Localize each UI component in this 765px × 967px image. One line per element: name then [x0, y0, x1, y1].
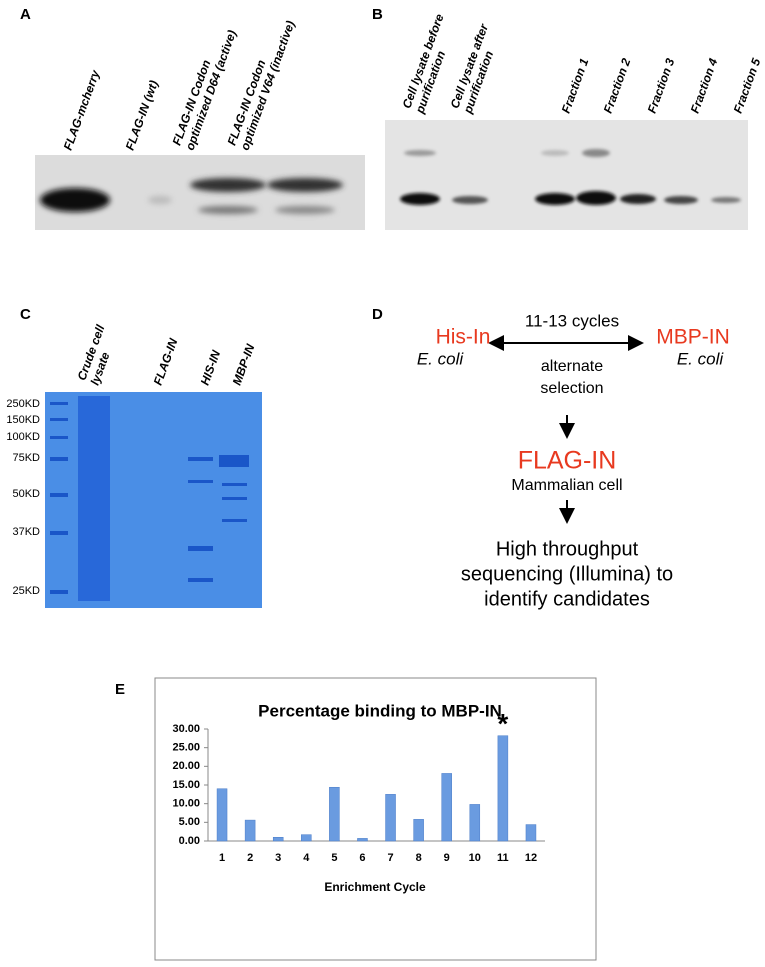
bar: [216, 788, 228, 842]
lane-label: Fraction 2: [601, 56, 634, 115]
x-tick-label: 5: [331, 852, 337, 864]
x-tick-label: 11: [497, 852, 509, 864]
lane-label: MBP-IN: [230, 342, 258, 387]
host: Mammalian cell: [511, 477, 622, 494]
y-tick-label: 15.00: [172, 779, 200, 791]
x-tick-label: 8: [416, 852, 422, 864]
y-tick-label: 20.00: [172, 760, 200, 772]
lane-label: FLAG-mcherry: [61, 67, 103, 152]
panel-label: C: [20, 306, 31, 323]
panel-label: D: [372, 306, 383, 323]
blot-a: [35, 155, 365, 230]
result: identify candidates: [484, 588, 650, 610]
x-tick-label: 2: [247, 852, 253, 864]
lane-label-line: FLAG-IN (wt): [123, 78, 161, 152]
bar: [301, 834, 312, 842]
marker-label: 25KD: [12, 585, 40, 597]
x-tick-label: 12: [525, 852, 537, 864]
bar: [441, 773, 452, 842]
bar: [497, 735, 509, 842]
protein: FLAG-IN: [518, 447, 617, 475]
lane-label: Fraction 5: [731, 56, 764, 115]
x-tick-label: 1: [219, 852, 225, 864]
bar: [357, 838, 368, 842]
x-tick-label: 4: [303, 852, 310, 864]
result: sequencing (Illumina) to: [461, 563, 673, 585]
panel-label: A: [20, 6, 31, 23]
x-axis-label: Enrichment Cycle: [324, 880, 426, 894]
lane-label-line: HIS-IN: [198, 348, 224, 387]
y-tick-label: 30.00: [172, 723, 200, 735]
y-tick-label: 5.00: [179, 816, 200, 828]
bar: [244, 819, 256, 842]
result: High throughput: [496, 538, 639, 560]
diagram-arrows: [488, 335, 644, 524]
y-tick-label: 10.00: [172, 798, 200, 810]
annotation: *: [497, 708, 508, 739]
lane-label-line: Fraction 4: [688, 56, 721, 115]
lane-label: FLAG-IN (wt): [123, 78, 161, 152]
x-tick-label: 10: [469, 852, 481, 864]
gel-c: [45, 392, 262, 608]
chart-frame: [154, 677, 597, 961]
panel-label: E: [115, 681, 125, 698]
host: E. coli: [417, 349, 465, 368]
bar: [272, 837, 284, 842]
protein: His-In: [436, 326, 491, 349]
lane-label-line: Fraction 1: [559, 56, 592, 115]
lane-label-line: Fraction 3: [645, 56, 678, 115]
lane-label: Fraction 4: [688, 56, 721, 115]
lane-label-line: Fraction 2: [601, 56, 634, 115]
marker-label: 37KD: [12, 526, 40, 538]
marker-label: 75KD: [12, 452, 40, 464]
chart-title: Percentage binding to MBP-IN: [258, 701, 502, 720]
marker-label: 250KD: [6, 398, 40, 410]
marker-label: 50KD: [12, 488, 40, 500]
lane-label-line: FLAG-mcherry: [61, 67, 103, 152]
note: selection: [540, 380, 603, 397]
protein: 11-13 cycles: [525, 311, 619, 330]
x-tick-label: 3: [275, 852, 281, 864]
bar: [385, 794, 396, 842]
panel-label: B: [372, 6, 383, 23]
marker-label: 150KD: [6, 414, 40, 426]
y-tick-label: 25.00: [172, 742, 200, 754]
note: alternate: [541, 358, 603, 375]
bar: [413, 819, 424, 842]
blot-b: [385, 120, 748, 230]
x-tick-label: 7: [387, 852, 393, 864]
host: E. coli: [677, 349, 725, 368]
x-tick-label: 9: [444, 852, 450, 864]
lane-label: Fraction 1: [559, 56, 592, 115]
marker-label: 100KD: [6, 431, 40, 443]
lane-label-line: FLAG-IN: [151, 336, 181, 387]
lane-label: Fraction 3: [645, 56, 678, 115]
protein: MBP-IN: [656, 326, 730, 349]
bar: [469, 804, 481, 842]
lane-label-line: Fraction 5: [731, 56, 764, 115]
bar: [525, 824, 537, 842]
lane-label-line: MBP-IN: [230, 342, 258, 387]
y-tick-label: 0.00: [179, 835, 200, 847]
bar: [329, 786, 340, 842]
lane-label: FLAG-IN: [151, 336, 181, 387]
lane-label: HIS-IN: [198, 348, 224, 387]
x-tick-label: 6: [359, 852, 365, 864]
